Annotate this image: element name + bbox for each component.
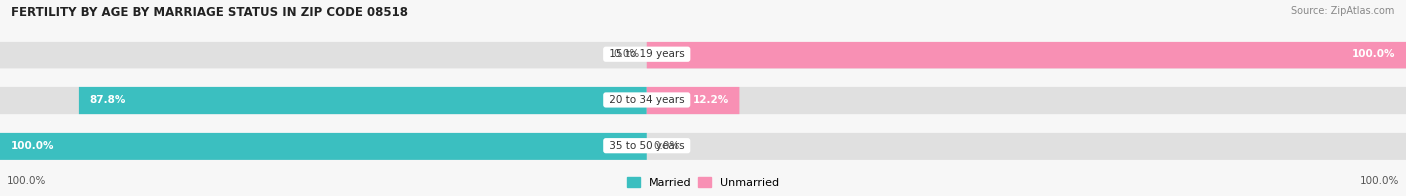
Text: 100.0%: 100.0% — [11, 141, 53, 151]
Text: 20 to 34 years: 20 to 34 years — [606, 95, 688, 105]
FancyBboxPatch shape — [0, 132, 647, 160]
Legend: Married, Unmarried: Married, Unmarried — [621, 172, 785, 192]
FancyBboxPatch shape — [647, 86, 740, 114]
FancyBboxPatch shape — [79, 86, 647, 114]
Text: 12.2%: 12.2% — [693, 95, 728, 105]
Text: 35 to 50 years: 35 to 50 years — [606, 141, 688, 151]
Text: 0.0%: 0.0% — [613, 49, 640, 59]
FancyBboxPatch shape — [0, 132, 1406, 160]
Text: 100.0%: 100.0% — [1353, 49, 1396, 59]
FancyBboxPatch shape — [0, 40, 1406, 68]
FancyBboxPatch shape — [0, 86, 1406, 114]
Text: 100.0%: 100.0% — [1360, 176, 1399, 186]
Text: FERTILITY BY AGE BY MARRIAGE STATUS IN ZIP CODE 08518: FERTILITY BY AGE BY MARRIAGE STATUS IN Z… — [11, 6, 408, 19]
Text: 100.0%: 100.0% — [7, 176, 46, 186]
Text: 87.8%: 87.8% — [90, 95, 125, 105]
Text: Source: ZipAtlas.com: Source: ZipAtlas.com — [1291, 6, 1395, 16]
Text: 0.0%: 0.0% — [654, 141, 681, 151]
Text: 15 to 19 years: 15 to 19 years — [606, 49, 688, 59]
FancyBboxPatch shape — [647, 40, 1406, 68]
